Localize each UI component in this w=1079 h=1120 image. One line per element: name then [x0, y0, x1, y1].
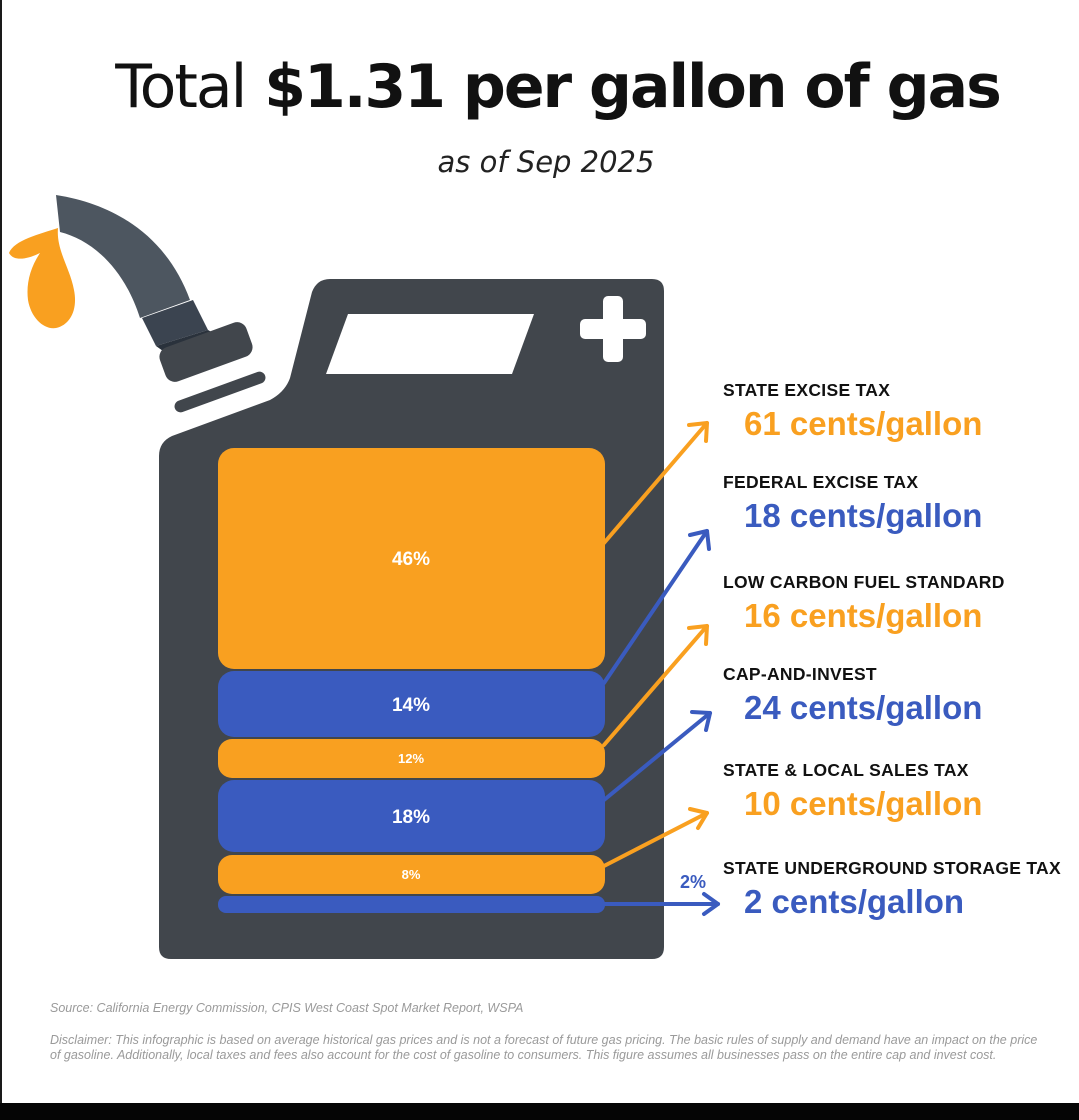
- arrow-icon: [602, 529, 711, 685]
- bar-segment-low-carbon: 12%: [218, 739, 605, 778]
- legend-value: 10 cents/gallon: [744, 785, 983, 822]
- bar-segment-storage-tax: [218, 896, 605, 913]
- source-note: Source: California Energy Commission, CP…: [50, 1001, 524, 1015]
- legend-label: FEDERAL EXCISE TAX: [723, 472, 919, 492]
- bar-segment-sales-tax: 8%: [218, 855, 605, 894]
- arrow-icon: [602, 807, 709, 868]
- legend-label: STATE UNDERGROUND STORAGE TAX: [723, 858, 1061, 878]
- arrow-icon: [602, 892, 720, 916]
- plus-icon: [580, 296, 646, 362]
- legend-entry-federal-excise: FEDERAL EXCISE TAX 18 cents/gallon: [723, 472, 1079, 535]
- title-bold: $1.31 per gallon of gas: [264, 52, 1002, 122]
- legend-value: 16 cents/gallon: [744, 597, 983, 634]
- percent-label-cap-and-invest: 18%: [392, 807, 430, 828]
- percent-label-storage-tax: 2%: [680, 872, 707, 892]
- disclaimer-note: Disclaimer: This infographic is based on…: [50, 1033, 1038, 1062]
- bar-segment-federal-excise: 14%: [218, 671, 605, 737]
- legend-value: 2 cents/gallon: [744, 883, 965, 920]
- page-subtitle: as of Sep 2025: [437, 145, 655, 179]
- frame-left-edge: [0, 0, 2, 1103]
- legend-label: LOW CARBON FUEL STANDARD: [723, 572, 1005, 592]
- legend-entry-low-carbon: LOW CARBON FUEL STANDARD 16 cents/gallon: [723, 572, 1079, 635]
- legend-label: STATE EXCISE TAX: [723, 380, 891, 400]
- arrow-icon: [602, 710, 712, 802]
- bar-segment-cap-and-invest: 18%: [218, 780, 605, 852]
- percent-label-state-excise: 46%: [392, 549, 430, 570]
- connector-arrows: [602, 421, 720, 916]
- title-light: Total: [115, 52, 247, 122]
- percent-label-federal-excise: 14%: [392, 695, 430, 716]
- legend-entry-sales-tax: STATE & LOCAL SALES TAX 10 cents/gallon: [723, 760, 1079, 823]
- legend-value: 61 cents/gallon: [744, 405, 983, 442]
- nozzle-icon: [56, 195, 266, 413]
- legend-label: CAP-AND-INVEST: [723, 664, 877, 684]
- legend-value: 18 cents/gallon: [744, 497, 983, 534]
- fuel-drop-icon: [9, 228, 76, 329]
- percent-label-low-carbon: 12%: [398, 751, 424, 766]
- percent-label-sales-tax: 8%: [402, 867, 421, 882]
- bottom-bar: [0, 1103, 1079, 1120]
- legend-value: 24 cents/gallon: [744, 689, 983, 726]
- legend-entry-cap-and-invest: CAP-AND-INVEST 24 cents/gallon: [723, 664, 1079, 727]
- page-title: Total $1.31 per gallon of gas: [0, 52, 1079, 122]
- arrow-icon: [602, 421, 709, 545]
- legend-entry-state-excise: STATE EXCISE TAX 61 cents/gallon: [723, 380, 1079, 443]
- bar-segment-state-excise: 46%: [218, 448, 605, 669]
- legend-label: STATE & LOCAL SALES TAX: [723, 760, 969, 780]
- arrow-icon: [602, 624, 709, 747]
- legend-entry-storage-tax: STATE UNDERGROUND STORAGE TAX 2 cents/ga…: [723, 858, 1079, 921]
- bar-stack: 46% 14% 12% 18% 8%: [218, 448, 605, 913]
